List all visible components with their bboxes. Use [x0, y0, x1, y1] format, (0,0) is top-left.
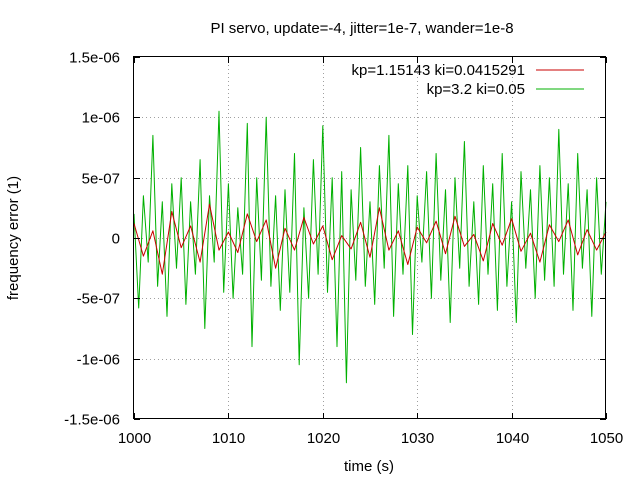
x-tick-label: 1030 [401, 430, 434, 447]
x-tick-label: 1000 [118, 430, 151, 447]
plot-frame [133, 56, 606, 419]
y-tick-label: 1e-06 [82, 110, 120, 127]
y-axis-label: frequency error (1) [5, 176, 22, 300]
series-line-2 [133, 110, 607, 384]
legend: kp=1.15143 ki=0.0415291 kp=3.2 ki=0.05 [352, 62, 584, 98]
series-line-1 [133, 203, 607, 275]
x-tick-label: 1050 [590, 430, 623, 447]
legend-label: kp=1.15143 ki=0.0415291 [352, 62, 526, 79]
chart-title: PI servo, update=-4, jitter=1e-7, wander… [210, 20, 513, 37]
y-tick-label: -5e-07 [77, 291, 120, 308]
x-tick-label: 1040 [496, 430, 529, 447]
x-tick-label: 1020 [307, 430, 340, 447]
tick-layer: 1000 1010 1020 1030 1040 1050 1.5e-06 1e-06 5e-0… [64, 50, 623, 448]
y-tick-label: -1e-06 [77, 352, 120, 369]
series-layer [133, 110, 607, 384]
y-tick-label: 5e-07 [82, 171, 120, 188]
x-axis-label: time (s) [344, 458, 394, 475]
y-tick-label: -1.5e-06 [64, 412, 120, 429]
y-tick-label: 1.5e-06 [69, 50, 120, 67]
legend-label: kp=3.2 ki=0.05 [427, 81, 525, 98]
y-tick-label: 0 [112, 231, 120, 248]
x-tick-label: 1010 [212, 430, 245, 447]
grid-layer [134, 57, 606, 419]
